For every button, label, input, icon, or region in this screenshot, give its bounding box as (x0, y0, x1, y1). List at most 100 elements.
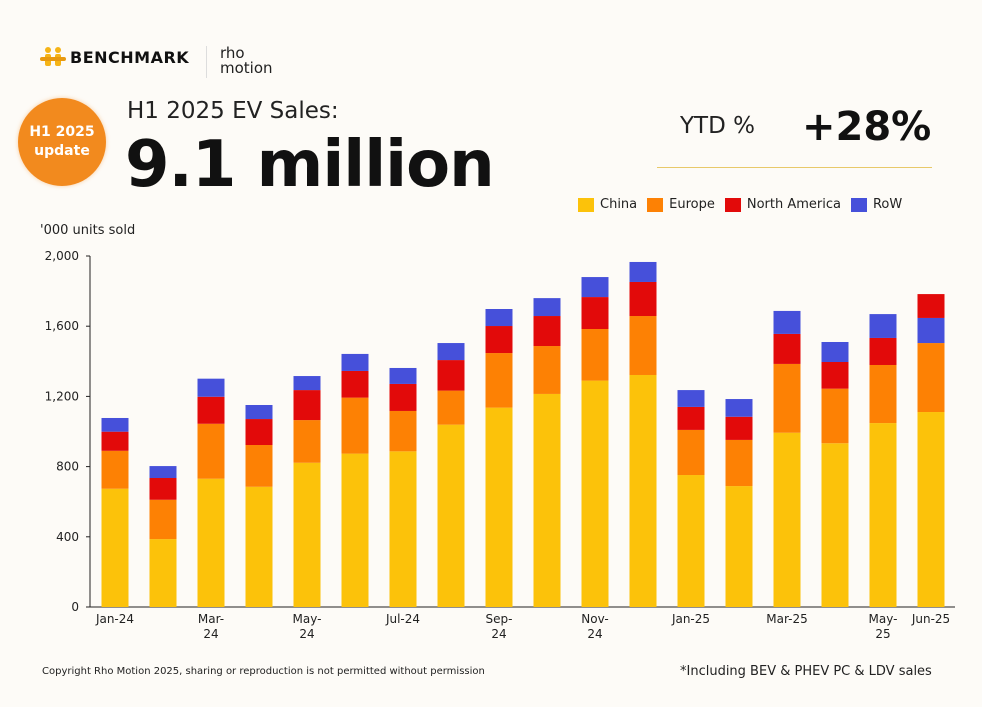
bar-europe-apr-24 (245, 445, 273, 487)
bar-china-jan-25 (677, 475, 705, 607)
bar-north-america-jul-24 (389, 383, 417, 411)
rho-motion-logo-line2: motion (220, 59, 273, 77)
bar-china-mar-25 (773, 432, 801, 607)
bar-china-dec-24 (629, 374, 657, 607)
bar-row-apr-24 (245, 404, 273, 420)
bar-north-america-mar-24 (197, 396, 225, 424)
legend-label: North America (746, 197, 841, 212)
bar-stack-mar-24 (197, 378, 225, 607)
bar-row-aug-24 (437, 343, 465, 361)
y-tick-label: 1,600 (45, 319, 79, 333)
bar-stack-jul-24 (389, 367, 417, 607)
benchmark-logo: BENCHMARK (40, 46, 189, 68)
x-tick-label: May-24 (293, 612, 322, 641)
legend-item-row: RoW (850, 197, 903, 212)
bar-china-nov-24 (581, 380, 609, 607)
bar-china-feb-25 (725, 486, 753, 607)
bar-stack-sep-24 (485, 309, 513, 607)
benchmark-logo-text: BENCHMARK (70, 47, 190, 67)
bar-north-america-feb-25 (725, 416, 753, 440)
y-tick-label: 0 (71, 600, 79, 614)
bar-row-feb-24 (149, 466, 177, 479)
x-tick-label: Nov-24 (581, 612, 608, 641)
bar-stack-feb-24 (149, 466, 177, 607)
headline-total: 9.1 million (125, 128, 495, 202)
bar-stack-aug-24 (437, 343, 465, 607)
bar-row-jan-24 (101, 417, 129, 432)
bar-europe-may-25 (869, 364, 897, 424)
legend-item-china: China (578, 197, 637, 212)
bar-stack-jan-24 (101, 417, 129, 607)
bar-row-jun-25 (917, 317, 945, 344)
bar-europe-feb-25 (725, 439, 753, 487)
legend: China Europe North America RoW (578, 197, 902, 212)
x-tick-label: May-25 (869, 612, 898, 641)
legend-swatch (850, 197, 867, 212)
bar-north-america-sep-24 (485, 326, 513, 354)
bar-china-sep-24 (485, 407, 513, 607)
bar-north-america-aug-24 (437, 360, 465, 391)
x-tick-label: Sep-24 (486, 612, 513, 641)
ytd-value: +28% (802, 104, 932, 150)
bar-stack-feb-25 (725, 399, 753, 607)
legend-label: China (600, 197, 638, 212)
bar-north-america-nov-24 (581, 297, 609, 330)
bar-stack-jan-25 (677, 390, 705, 607)
bar-row-nov-24 (581, 277, 609, 298)
bar-china-may-24 (293, 462, 321, 607)
bar-europe-mar-25 (773, 363, 801, 433)
x-tick-label: Mar-24 (198, 612, 224, 641)
legend-swatch (647, 197, 664, 212)
legend-swatch (578, 197, 594, 212)
bar-row-dec-24 (629, 261, 657, 282)
bar-china-jan-24 (101, 488, 129, 607)
bar-north-america-dec-24 (629, 281, 657, 317)
bar-row-jun-24 (341, 353, 369, 371)
bar-north-america-jun-24 (341, 370, 369, 398)
bar-europe-apr-25 (821, 388, 849, 444)
bar-europe-dec-24 (629, 316, 657, 375)
subtitle: H1 2025 EV Sales: (127, 98, 339, 124)
bar-stack-mar-25 (773, 310, 801, 607)
bar-china-mar-24 (197, 478, 225, 607)
bar-stack-apr-24 (245, 404, 273, 607)
legend-label: RoW (872, 197, 903, 212)
bar-north-america-jan-25 (677, 406, 705, 430)
bar-europe-jan-25 (677, 429, 705, 476)
bar-china-aug-24 (437, 424, 465, 607)
bar-europe-oct-24 (533, 346, 561, 394)
bar-europe-aug-24 (437, 390, 465, 425)
bar-north-america-may-24 (293, 390, 321, 421)
x-tick-label: Jan-24 (95, 612, 134, 626)
bar-china-may-25 (869, 423, 897, 607)
bar-row-oct-24 (533, 298, 561, 317)
bar-europe-jun-25 (917, 343, 945, 413)
bar-north-america-jun-25 (917, 294, 945, 318)
bar-stack-oct-24 (533, 298, 561, 607)
bar-europe-sep-24 (485, 353, 513, 408)
bar-china-feb-24 (149, 539, 177, 607)
copyright-text: Copyright Rho Motion 2025, sharing or re… (42, 666, 485, 677)
legend-item-europe: Europe (647, 197, 715, 212)
bar-europe-jan-24 (101, 450, 129, 489)
bar-row-sep-24 (485, 309, 513, 327)
bar-china-apr-25 (821, 443, 849, 607)
bar-europe-jun-24 (341, 397, 369, 454)
bar-row-jul-24 (389, 367, 417, 384)
y-axis-label: '000 units sold (40, 223, 136, 238)
bar-stack-apr-25 (821, 341, 849, 607)
legend-label: Europe (669, 197, 715, 212)
y-tick-label: 400 (56, 530, 79, 544)
x-tick-label: Jul-24 (385, 612, 420, 626)
bar-north-america-may-25 (869, 337, 897, 365)
bar-stack-dec-24 (629, 261, 657, 607)
bar-china-jun-25 (917, 412, 945, 607)
x-tick-label: Jun-25 (911, 612, 950, 626)
bar-north-america-feb-24 (149, 478, 177, 500)
bar-stack-jun-25 (917, 294, 945, 607)
bar-europe-jul-24 (389, 410, 417, 452)
bar-north-america-apr-24 (245, 419, 273, 446)
bar-north-america-apr-25 (821, 362, 849, 389)
bar-row-apr-25 (821, 341, 849, 363)
